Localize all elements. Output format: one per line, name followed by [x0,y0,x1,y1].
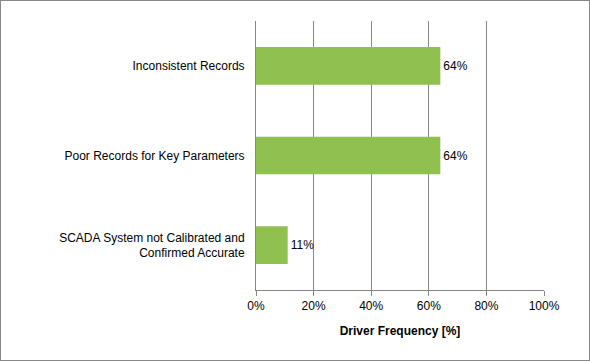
svg-text:80%: 80% [474,299,498,313]
svg-text:11%: 11% [291,238,314,252]
svg-text:20%: 20% [302,299,326,313]
svg-text:100%: 100% [529,299,560,313]
svg-text:60%: 60% [417,299,441,313]
svg-text:Poor Records for Key Parameter: Poor Records for Key Parameters [65,149,245,163]
svg-text:Driver Frequency [%]: Driver Frequency [%] [340,324,461,338]
svg-text:64%: 64% [443,59,467,73]
svg-text:Inconsistent Records: Inconsistent Records [133,59,245,73]
svg-text:40%: 40% [359,299,383,313]
svg-text:64%: 64% [443,149,467,163]
svg-text:SCADA System not Calibrated an: SCADA System not Calibrated andConfirmed… [59,231,245,261]
svg-text:0%: 0% [247,299,265,313]
